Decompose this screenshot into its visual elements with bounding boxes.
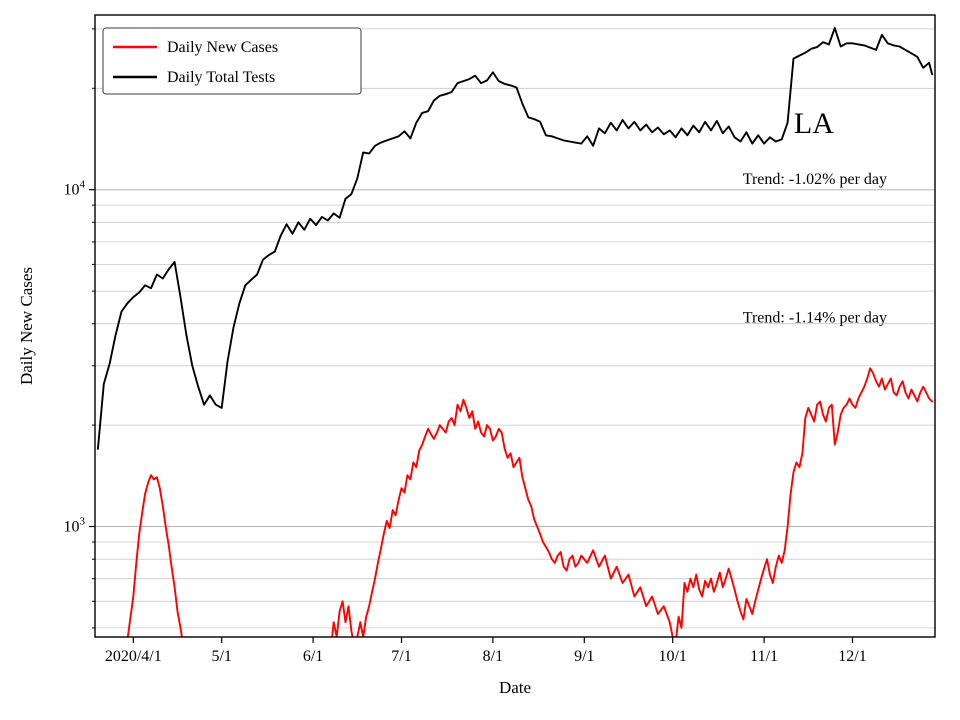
annotation-text: Trend: -1.02% per day: [743, 171, 887, 188]
x-axis: 2020/4/1 5/1 6/1 7/1 8/1 9/1 10/1 11/1 12/1: [105, 637, 867, 665]
legend-label: Daily New Cases: [167, 39, 278, 56]
svg-text:5/1: 5/1: [211, 648, 231, 665]
legend-label: Daily Total Tests: [167, 69, 275, 86]
svg-text:8/1: 8/1: [483, 648, 503, 665]
svg-text:12/1: 12/1: [838, 648, 866, 665]
series-line-daily-total-tests: [96, 27, 934, 450]
svg-text:7/1: 7/1: [391, 648, 411, 665]
svg-text:2020/4/1: 2020/4/1: [105, 648, 162, 665]
annotation-text: LA: [794, 107, 834, 140]
svg-text:11/1: 11/1: [750, 648, 778, 665]
annotations: LA Trend: -1.02% per day Trend: -1.14% per…: [743, 107, 887, 326]
x-axis-label: Date: [499, 678, 531, 697]
svg-text:9/1: 9/1: [574, 648, 594, 665]
annotation-text: Trend: -1.14% per day: [743, 309, 887, 326]
series-line-daily-new-cases: [126, 367, 934, 637]
svg-text:6/1: 6/1: [303, 648, 323, 665]
axes-frame: [94, 14, 936, 638]
legend: Daily New Cases Daily Total Tests: [102, 27, 362, 95]
y-axis-label: Daily New Cases: [17, 267, 36, 385]
svg-text:10/1: 10/1: [658, 648, 686, 665]
